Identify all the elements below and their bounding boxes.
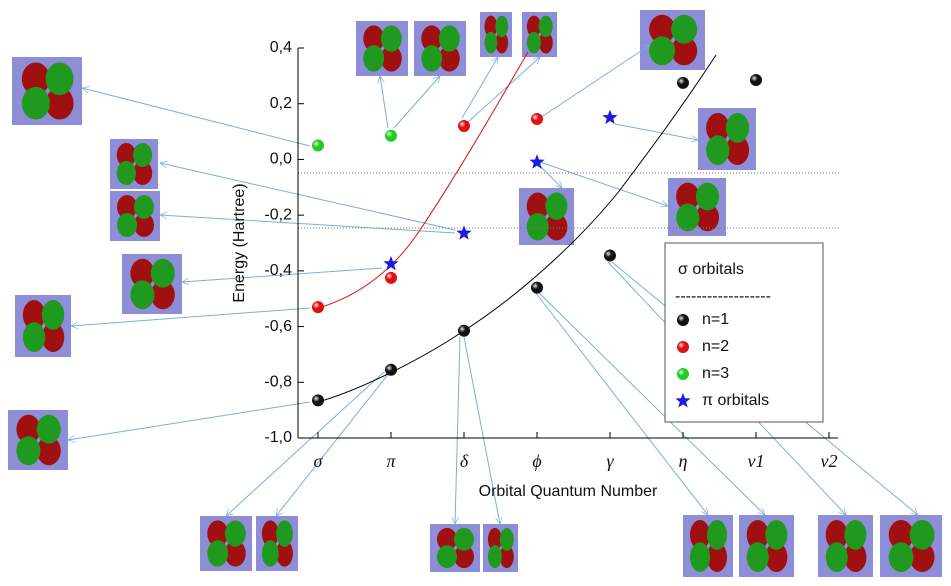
star-marker bbox=[456, 225, 472, 240]
sphere-marker bbox=[385, 363, 397, 376]
x-tick-label: γ bbox=[606, 451, 614, 471]
sphere-shine bbox=[604, 249, 616, 262]
sphere-shine bbox=[458, 324, 470, 337]
sphere-shine bbox=[677, 368, 689, 380]
sphere-marker bbox=[750, 74, 762, 87]
y-tick-label: 0,0 bbox=[270, 151, 292, 168]
x-tick-label: σ bbox=[314, 451, 324, 471]
sphere-shine bbox=[312, 394, 324, 407]
sphere-marker bbox=[312, 301, 324, 314]
legend-label: π orbitals bbox=[702, 392, 769, 409]
sphere-shine bbox=[458, 120, 470, 132]
sphere-marker bbox=[458, 324, 470, 337]
sphere-marker bbox=[385, 271, 397, 284]
sphere-marker bbox=[312, 394, 324, 407]
x-axis-label: Orbital Quantum Number bbox=[479, 483, 658, 500]
x-tick-label: ν1 bbox=[748, 451, 765, 471]
sphere-shine bbox=[531, 113, 543, 126]
y-tick-label: 0,2 bbox=[270, 95, 292, 112]
sphere-shine bbox=[677, 314, 689, 326]
sphere-marker bbox=[677, 341, 689, 353]
y-tick-label: -0,8 bbox=[264, 374, 292, 391]
y-tick-label: -1,0 bbox=[264, 429, 292, 446]
sphere-marker bbox=[531, 281, 543, 294]
sphere-shine bbox=[677, 341, 689, 353]
legend-box bbox=[664, 242, 824, 423]
y-tick-label: -0,4 bbox=[264, 262, 292, 279]
star-marker bbox=[383, 255, 399, 271]
sphere-shine bbox=[312, 139, 324, 152]
sphere-shine bbox=[385, 129, 397, 142]
x-tick-label: ν2 bbox=[821, 451, 838, 471]
sphere-marker bbox=[677, 368, 689, 380]
sphere-shine bbox=[677, 76, 689, 89]
sphere-shine bbox=[750, 74, 762, 87]
x-tick-label: ϕ bbox=[532, 451, 541, 471]
sphere-marker bbox=[604, 249, 616, 262]
sphere-marker bbox=[677, 76, 689, 89]
star-marker bbox=[602, 109, 618, 125]
legend-separator: ------------------ bbox=[675, 288, 771, 305]
sphere-shine bbox=[531, 281, 543, 294]
x-tick-label: η bbox=[679, 451, 688, 471]
sphere-shine bbox=[385, 363, 397, 376]
sphere-marker bbox=[531, 113, 543, 126]
sphere-marker bbox=[312, 139, 324, 152]
star-marker bbox=[675, 393, 691, 408]
y-tick-label: -0,2 bbox=[264, 206, 292, 223]
sphere-shine bbox=[385, 271, 397, 284]
legend-title: σ orbitals bbox=[678, 261, 744, 278]
x-tick-label: π bbox=[386, 451, 396, 471]
x-tick-label: δ bbox=[460, 451, 469, 471]
star-marker bbox=[529, 154, 545, 169]
y-tick-label: -0,6 bbox=[264, 318, 292, 335]
legend-label: n=1 bbox=[702, 311, 729, 328]
reference-lines bbox=[298, 172, 840, 229]
legend-label: n=3 bbox=[702, 365, 729, 382]
sphere-marker bbox=[458, 120, 470, 132]
legend-label: n=2 bbox=[702, 338, 729, 355]
sphere-shine bbox=[312, 301, 324, 314]
y-tick-label: 0,4 bbox=[270, 39, 292, 56]
sphere-marker bbox=[677, 314, 689, 326]
fit-curves bbox=[317, 51, 717, 403]
sphere-marker bbox=[385, 129, 397, 142]
y-axis-label: Energy (Hartree) bbox=[231, 183, 248, 302]
